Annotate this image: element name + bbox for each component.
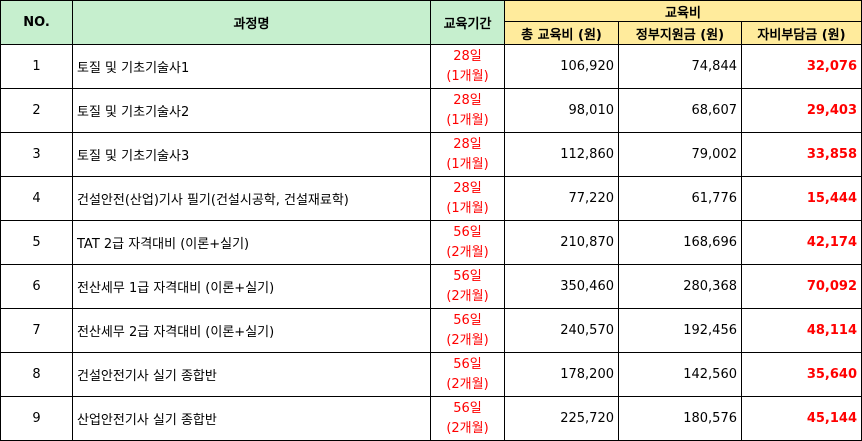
row-total: 77,220 <box>504 176 619 221</box>
row-months: (2개월) <box>446 332 489 348</box>
row-total: 98,010 <box>504 88 619 133</box>
table-row: 5 TAT 2급 자격대비 (이론+실기) 56일 (2개월) 210,870 1… <box>0 220 862 265</box>
row-days: 56일 <box>453 268 482 284</box>
row-no: 8 <box>0 352 73 397</box>
header-fee-group: 교육비 <box>504 0 862 22</box>
row-period: 28일 (1개월) <box>430 132 505 177</box>
row-self: 70,092 <box>741 264 862 309</box>
row-gov: 180,576 <box>618 396 742 441</box>
row-course: 토질 및 기초기술사1 <box>72 44 431 89</box>
row-self: 48,114 <box>741 308 862 353</box>
row-months: (1개월) <box>446 156 489 172</box>
row-days: 56일 <box>453 312 482 328</box>
header-course: 과정명 <box>72 0 431 45</box>
row-total: 350,460 <box>504 264 619 309</box>
table-row: 9 산업안전기사 실기 종합반 56일 (2개월) 225,720 180,576… <box>0 396 862 441</box>
row-self: 45,144 <box>741 396 862 441</box>
row-self: 29,403 <box>741 88 862 133</box>
row-course: 전산세무 2급 자격대비 (이론+실기) <box>72 308 431 353</box>
row-self: 32,076 <box>741 44 862 89</box>
row-period: 28일 (1개월) <box>430 44 505 89</box>
row-months: (1개월) <box>446 112 489 128</box>
row-months: (1개월) <box>446 200 489 216</box>
row-gov: 142,560 <box>618 352 742 397</box>
row-days: 28일 <box>453 136 482 152</box>
header-total: 총 교육비 (원) <box>504 21 619 45</box>
row-gov: 168,696 <box>618 220 742 265</box>
row-months: (2개월) <box>446 244 489 260</box>
row-course: 전산세무 1급 자격대비 (이론+실기) <box>72 264 431 309</box>
row-course: 건설안전기사 실기 종합반 <box>72 352 431 397</box>
row-gov: 74,844 <box>618 44 742 89</box>
table-row: 1 토질 및 기초기술사1 28일 (1개월) 106,920 74,844 32… <box>0 44 862 89</box>
table-row: 8 건설안전기사 실기 종합반 56일 (2개월) 178,200 142,560… <box>0 352 862 397</box>
row-total: 112,860 <box>504 132 619 177</box>
row-self: 15,444 <box>741 176 862 221</box>
row-gov: 61,776 <box>618 176 742 221</box>
row-months: (2개월) <box>446 288 489 304</box>
row-period: 28일 (1개월) <box>430 176 505 221</box>
row-days: 56일 <box>453 356 482 372</box>
row-period: 56일 (2개월) <box>430 308 505 353</box>
header-no: NO. <box>0 0 73 45</box>
row-period: 56일 (2개월) <box>430 352 505 397</box>
row-days: 28일 <box>453 180 482 196</box>
row-course: 토질 및 기초기술사2 <box>72 88 431 133</box>
row-gov: 280,368 <box>618 264 742 309</box>
row-period: 56일 (2개월) <box>430 396 505 441</box>
row-period: 56일 (2개월) <box>430 264 505 309</box>
row-no: 9 <box>0 396 73 441</box>
header-gov: 정부지원금 (원) <box>618 21 742 45</box>
row-total: 225,720 <box>504 396 619 441</box>
row-gov: 68,607 <box>618 88 742 133</box>
table-row: 2 토질 및 기초기술사2 28일 (1개월) 98,010 68,607 29,… <box>0 88 862 133</box>
table-row: 6 전산세무 1급 자격대비 (이론+실기) 56일 (2개월) 350,460 … <box>0 264 862 309</box>
row-no: 1 <box>0 44 73 89</box>
row-gov: 79,002 <box>618 132 742 177</box>
table-row: 3 토질 및 기초기술사3 28일 (1개월) 112,860 79,002 33… <box>0 132 862 177</box>
row-no: 5 <box>0 220 73 265</box>
row-days: 28일 <box>453 48 482 64</box>
row-total: 106,920 <box>504 44 619 89</box>
row-no: 6 <box>0 264 73 309</box>
row-period: 56일 (2개월) <box>430 220 505 265</box>
row-self: 35,640 <box>741 352 862 397</box>
row-days: 56일 <box>453 400 482 416</box>
row-no: 2 <box>0 88 73 133</box>
row-course: TAT 2급 자격대비 (이론+실기) <box>72 220 431 265</box>
row-period: 28일 (1개월) <box>430 88 505 133</box>
header-period: 교육기간 <box>430 0 505 45</box>
row-gov: 192,456 <box>618 308 742 353</box>
row-months: (1개월) <box>446 68 489 84</box>
row-no: 4 <box>0 176 73 221</box>
row-total: 210,870 <box>504 220 619 265</box>
row-self: 42,174 <box>741 220 862 265</box>
row-total: 178,200 <box>504 352 619 397</box>
row-self: 33,858 <box>741 132 862 177</box>
table-row: 4 건설안전(산업)기사 필기(건설시공학, 건설재료학) 28일 (1개월) 7… <box>0 176 862 221</box>
table-row: 7 전산세무 2급 자격대비 (이론+실기) 56일 (2개월) 240,570 … <box>0 308 862 353</box>
row-total: 240,570 <box>504 308 619 353</box>
row-months: (2개월) <box>446 376 489 392</box>
row-course: 토질 및 기초기술사3 <box>72 132 431 177</box>
header-self: 자비부담금 (원) <box>741 21 862 45</box>
row-days: 28일 <box>453 92 482 108</box>
row-days: 56일 <box>453 224 482 240</box>
row-no: 3 <box>0 132 73 177</box>
row-no: 7 <box>0 308 73 353</box>
row-course: 건설안전(산업)기사 필기(건설시공학, 건설재료학) <box>72 176 431 221</box>
row-course: 산업안전기사 실기 종합반 <box>72 396 431 441</box>
row-months: (2개월) <box>446 420 489 436</box>
